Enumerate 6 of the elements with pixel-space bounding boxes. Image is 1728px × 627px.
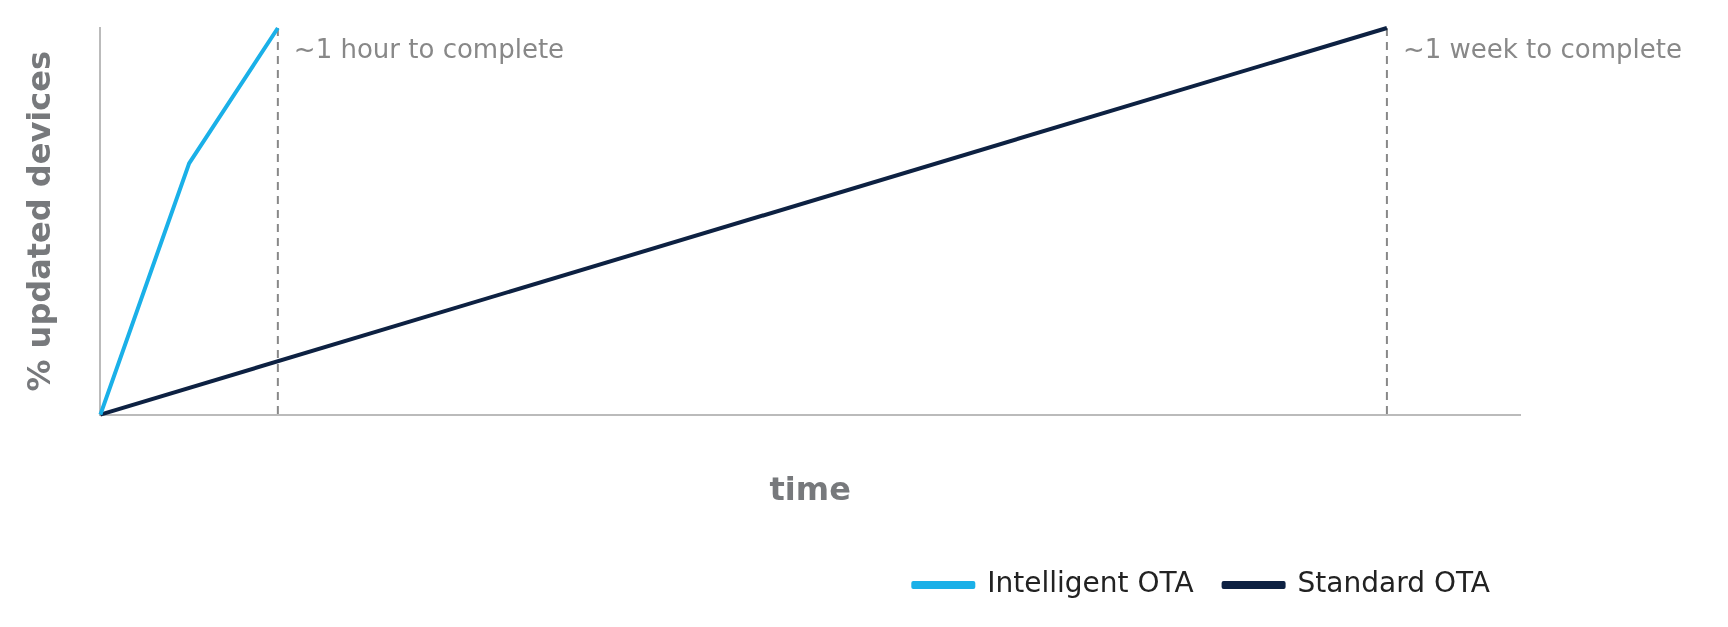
- legend-label: Standard OTA: [1297, 566, 1490, 600]
- legend-label: Intelligent OTA: [987, 566, 1194, 600]
- y-axis-title: % updated devices: [19, 51, 58, 392]
- x-axis-title: time: [769, 470, 851, 509]
- annotation: ~1 week to complete: [1402, 33, 1682, 64]
- annotation: ~1 hour to complete: [293, 33, 565, 64]
